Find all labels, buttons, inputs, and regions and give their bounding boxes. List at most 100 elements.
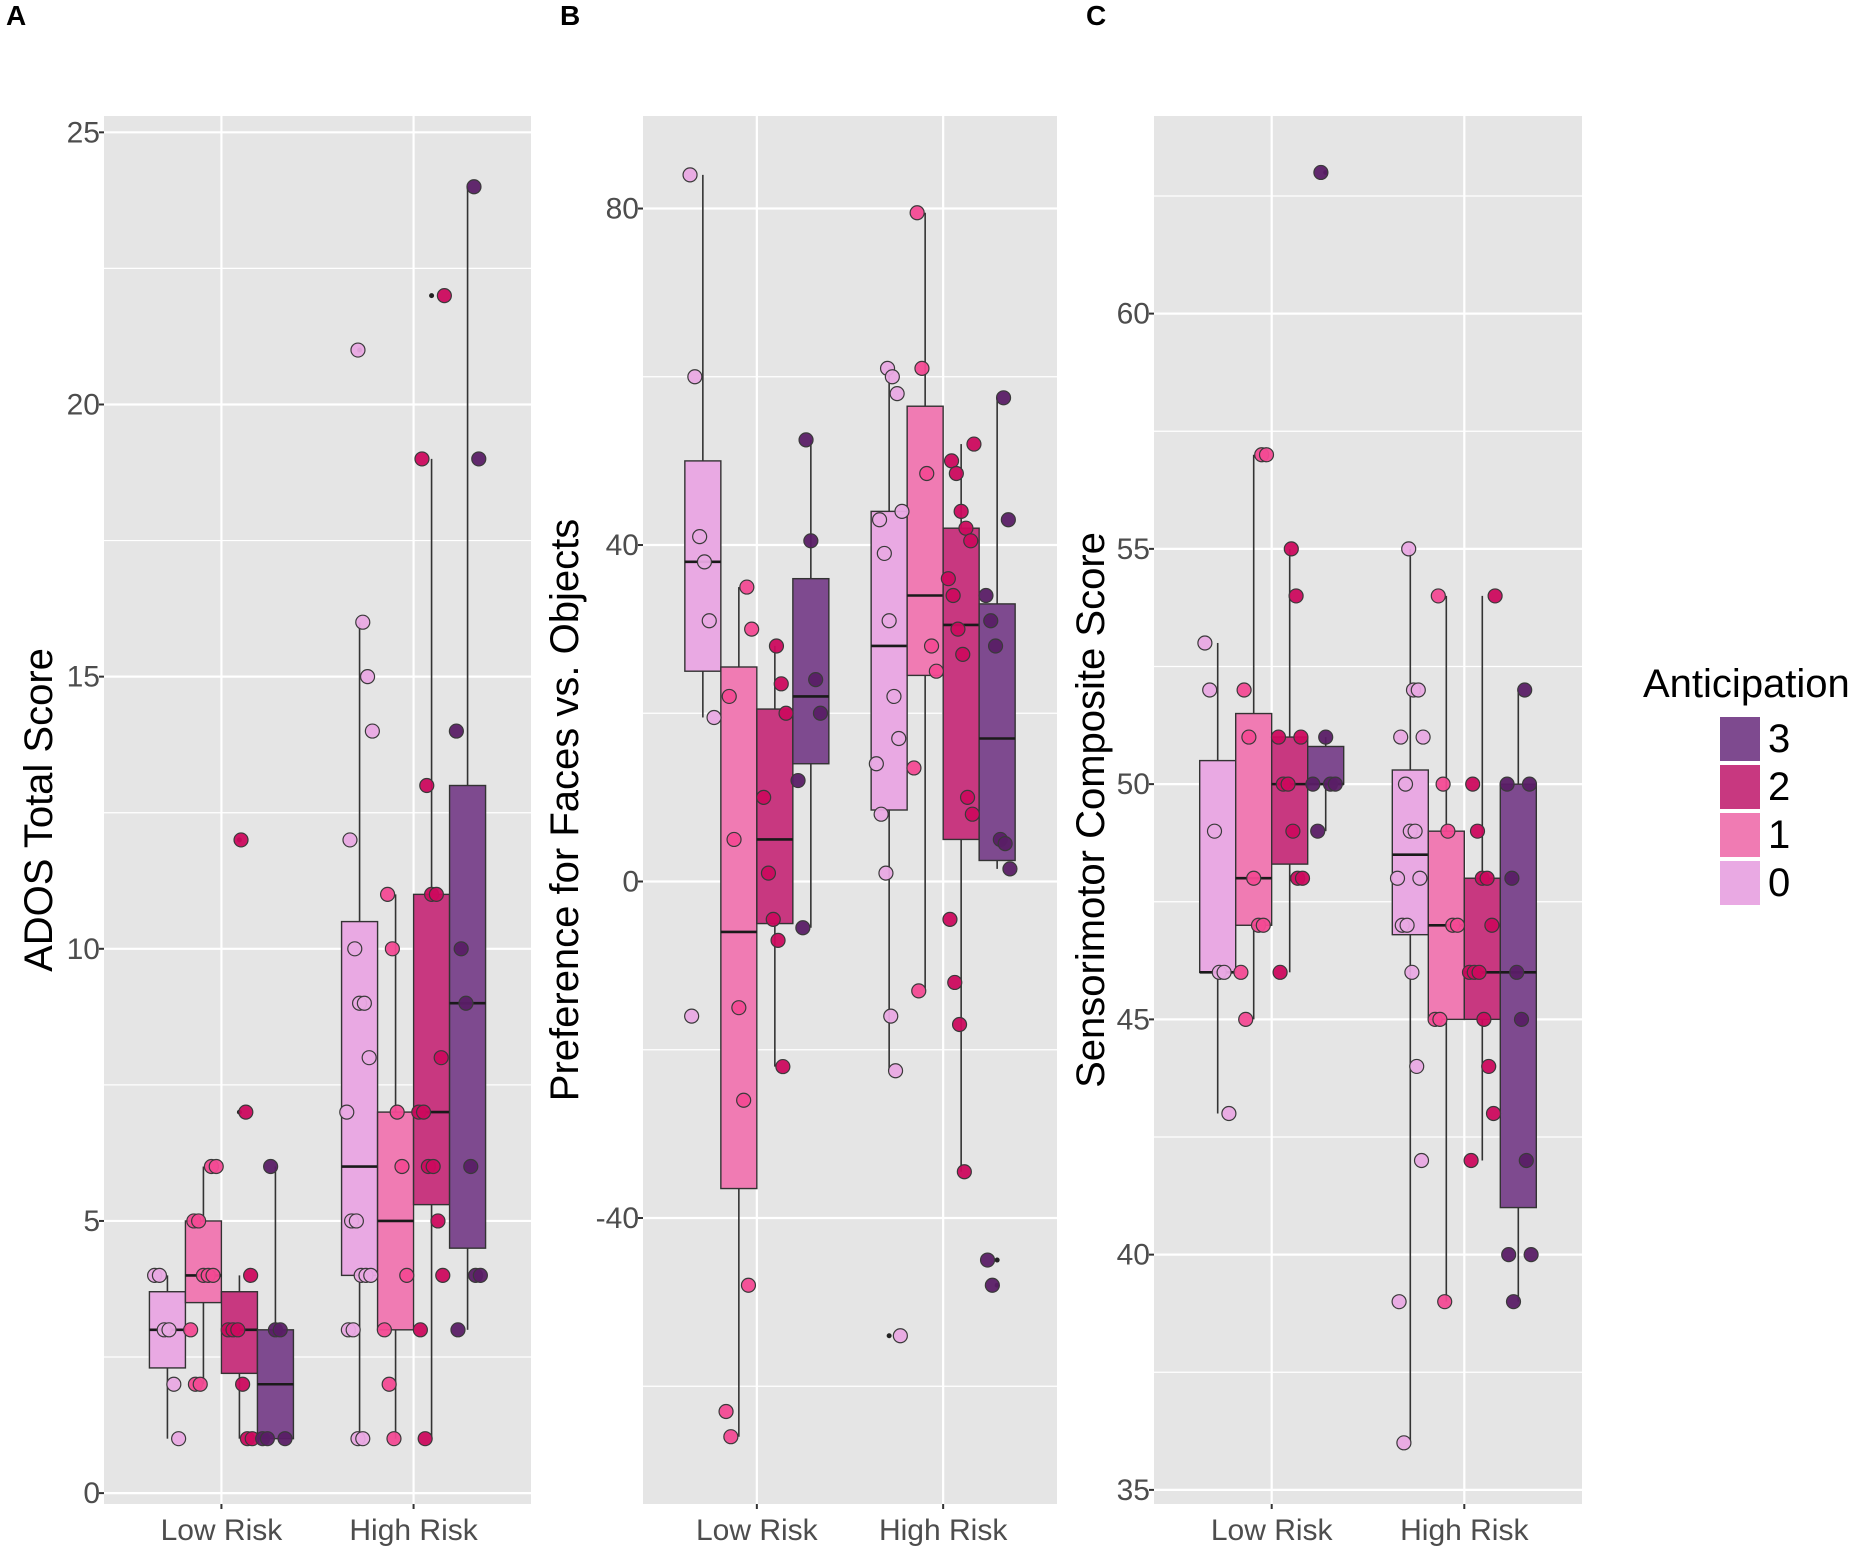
box-low-risk-level-3	[256, 1166, 295, 1440]
box-body	[720, 666, 758, 1190]
data-point	[1000, 512, 1016, 528]
data-point	[701, 613, 717, 629]
data-point	[1233, 964, 1249, 980]
data-point	[1471, 964, 1487, 980]
panel-b-chart: -40 0 40 80 Low Risk High Risk Preference for …	[543, 116, 1057, 1547]
points-low-risk-level-2	[220, 832, 260, 1447]
data-point	[233, 832, 249, 848]
y-tick-label: 0	[622, 866, 639, 899]
data-point	[883, 1008, 899, 1024]
data-point	[414, 451, 430, 467]
data-point	[243, 1267, 259, 1283]
points-high-risk-level-0	[868, 360, 910, 1344]
data-point	[1397, 776, 1414, 792]
box-body	[942, 527, 980, 841]
box-body	[756, 708, 794, 925]
data-point	[1430, 588, 1446, 604]
data-point	[892, 1328, 908, 1344]
data-point	[359, 669, 376, 685]
box-body	[412, 893, 451, 1206]
box-low-risk-level-2	[1270, 548, 1309, 973]
data-point	[995, 390, 1012, 406]
data-point	[361, 1050, 377, 1066]
points-high-risk-level-3	[1499, 682, 1539, 1310]
data-point	[1523, 1247, 1539, 1263]
data-point	[959, 789, 976, 805]
data-point	[1288, 588, 1304, 604]
data-point	[773, 676, 789, 692]
points-low-risk-level-1	[183, 1158, 224, 1392]
box-low-risk-level-2	[756, 645, 794, 1067]
y-tick-label: 35	[1117, 1474, 1150, 1507]
data-point	[682, 167, 698, 183]
data-point	[1255, 917, 1271, 933]
points-high-risk-level-1	[906, 205, 944, 999]
data-point	[348, 1213, 364, 1229]
box-body	[448, 784, 487, 1249]
data-point	[472, 1267, 488, 1283]
box-high-risk-level-3	[1499, 690, 1538, 1302]
box-high-risk-level-0	[870, 368, 908, 1339]
data-point	[876, 545, 892, 562]
data-point	[868, 756, 884, 772]
data-point	[1280, 776, 1296, 792]
data-point	[425, 1158, 441, 1175]
data-point	[770, 932, 786, 948]
data-point	[978, 587, 994, 604]
data-point	[386, 1431, 402, 1447]
data-point	[873, 806, 889, 822]
data-point	[887, 1063, 904, 1079]
outlier-dot	[994, 1257, 1000, 1263]
data-point	[356, 995, 372, 1011]
data-point	[1481, 1058, 1497, 1075]
x-tick-label: Low Risk	[161, 1514, 284, 1547]
data-point	[1407, 823, 1423, 839]
data-point	[884, 369, 900, 385]
box-body	[1463, 877, 1502, 1021]
data-point	[235, 1376, 251, 1392]
data-point	[721, 688, 737, 705]
data-point	[950, 621, 966, 637]
data-point	[1283, 541, 1299, 557]
data-point	[798, 432, 814, 448]
data-point	[881, 613, 897, 629]
box-body	[906, 405, 944, 677]
data-point	[812, 705, 829, 721]
data-point	[919, 465, 935, 482]
data-point	[914, 360, 930, 376]
data-point	[795, 920, 811, 936]
points-low-risk-level-3	[1305, 164, 1343, 839]
data-point	[987, 638, 1004, 654]
box-body	[1198, 759, 1237, 974]
data-point	[1437, 1294, 1453, 1310]
data-point	[692, 529, 708, 545]
data-point	[1238, 1011, 1254, 1027]
data-point	[955, 646, 971, 662]
data-point	[379, 886, 396, 902]
data-point	[1432, 1011, 1448, 1027]
data-point	[1410, 682, 1426, 698]
data-point	[277, 1431, 293, 1447]
data-point	[342, 832, 358, 848]
data-point	[1221, 1105, 1237, 1122]
data-point	[415, 1104, 432, 1120]
data-point	[808, 672, 824, 688]
box-body	[1270, 736, 1309, 865]
data-point	[1396, 1435, 1412, 1451]
data-point	[1002, 861, 1018, 877]
outlier-dot	[429, 293, 435, 299]
y-tick-label: 20	[67, 388, 100, 421]
legend-key-1	[1720, 813, 1760, 857]
y-axis-title: Preference for Faces vs. Objects	[543, 519, 587, 1101]
box-high-risk-level-0	[1391, 548, 1430, 1443]
data-point	[458, 995, 474, 1011]
data-point	[263, 1158, 279, 1175]
box-body	[184, 1220, 223, 1304]
data-point	[433, 1050, 449, 1066]
data-point	[765, 911, 781, 927]
data-point	[684, 1008, 700, 1024]
points-low-risk-level-0	[1197, 635, 1237, 1122]
data-point	[450, 1322, 466, 1338]
y-tick-label: 15	[67, 661, 100, 694]
